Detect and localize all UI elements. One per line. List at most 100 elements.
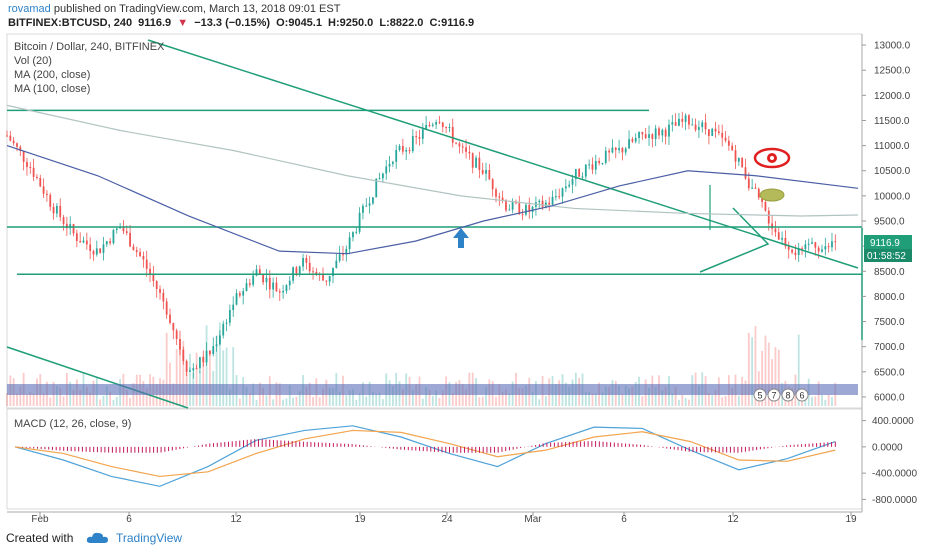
- volume-bar: [814, 396, 817, 406]
- candle-body: [122, 226, 125, 232]
- candle-body: [578, 169, 581, 177]
- candle-body: [312, 271, 314, 273]
- candle-body: [12, 140, 15, 144]
- volume-bar: [115, 396, 118, 406]
- candle-body: [731, 145, 734, 151]
- candle-body: [737, 157, 740, 162]
- volume-bar: [681, 394, 684, 406]
- volume-bar: [391, 385, 394, 406]
- candle-body: [245, 283, 248, 292]
- candle-body: [631, 139, 634, 142]
- volume-bar: [225, 347, 228, 406]
- volume-bar: [698, 384, 700, 406]
- volume-bar: [724, 395, 727, 406]
- candle-body: [571, 178, 574, 185]
- candle-body: [125, 231, 128, 233]
- candle-body: [638, 132, 640, 138]
- volume-bar: [99, 399, 102, 406]
- volume-bar: [381, 399, 384, 406]
- volume-bar: [624, 385, 627, 406]
- candle-body: [458, 143, 461, 147]
- candle-body: [781, 237, 783, 240]
- candle-body: [169, 314, 171, 323]
- volume-bar: [674, 387, 677, 406]
- candle-body: [262, 274, 265, 283]
- volume-bar: [495, 396, 497, 406]
- candle-body: [348, 237, 351, 249]
- volume-bar: [401, 389, 404, 406]
- candle-body: [561, 188, 564, 197]
- volume-bar: [375, 393, 378, 406]
- volume-bar: [26, 394, 28, 406]
- descending-trendline: [147, 39, 859, 269]
- volume-bar: [282, 399, 285, 406]
- volume-bar: [588, 392, 591, 406]
- tradingview-link[interactable]: TradingView: [116, 531, 183, 545]
- volume-bar: [777, 349, 780, 406]
- candle-body: [684, 115, 687, 122]
- candle-body: [757, 188, 760, 198]
- candle-body: [19, 146, 22, 151]
- candle-body: [272, 282, 275, 290]
- price-tick-label: 8500.0: [874, 267, 905, 278]
- price-tick-label: 6500.0: [874, 367, 905, 378]
- candle-body: [95, 248, 98, 255]
- candle-body: [727, 140, 730, 146]
- volume-bar: [195, 352, 198, 406]
- candle-body: [658, 128, 660, 136]
- candle-body: [734, 150, 737, 162]
- candle-body: [495, 189, 497, 197]
- candle-body: [391, 161, 394, 164]
- candle-body: [332, 267, 334, 276]
- time-tick-label: 19: [845, 514, 857, 525]
- candle-body: [451, 126, 454, 143]
- candle-body: [628, 139, 630, 149]
- candle-body: [791, 249, 793, 253]
- author-link[interactable]: rovamad: [8, 3, 51, 15]
- candle-body: [691, 124, 694, 126]
- candle-body: [362, 205, 364, 213]
- candle-body: [215, 344, 218, 347]
- volume-bar: [428, 389, 431, 406]
- candle-body: [105, 241, 108, 245]
- event-flag-label: 6: [799, 391, 804, 401]
- candle-body: [109, 241, 112, 244]
- candle-body: [278, 291, 281, 293]
- volume-bar: [372, 391, 374, 406]
- price-tick-label: 6000.0: [874, 392, 905, 403]
- candle-body: [717, 131, 720, 133]
- candle-body: [594, 160, 597, 170]
- volume-bar: [714, 390, 717, 406]
- candle-body: [352, 232, 354, 238]
- volume-bar: [591, 393, 594, 406]
- candle-body: [368, 203, 371, 206]
- volume-bar: [481, 396, 484, 406]
- symbol-line: BITFINEX:BTCUSD, 240 9116.9 ▼ −13.3 (−0.…: [8, 17, 477, 29]
- event-flag-icon: [753, 388, 767, 402]
- candle-body: [212, 346, 215, 355]
- macd-tick-label: -400.0000: [872, 469, 917, 480]
- candle-body: [811, 242, 813, 244]
- candle-body: [455, 142, 457, 144]
- candle-body: [538, 200, 541, 203]
- volume-bar: [827, 394, 830, 406]
- volume-bar: [501, 391, 504, 406]
- candle-body: [388, 163, 391, 167]
- eye-icon: [753, 147, 791, 169]
- candle-body: [478, 157, 481, 170]
- candle-body: [115, 228, 118, 231]
- high-value: H:9250.0: [328, 17, 374, 29]
- volume-bar: [345, 395, 348, 406]
- volume-bar: [774, 347, 777, 406]
- legend-ma100: MA (100, close): [14, 83, 91, 95]
- candle-body: [481, 169, 484, 174]
- candle-body: [428, 125, 431, 127]
- candle-body: [774, 228, 777, 233]
- volume-bar: [179, 339, 181, 406]
- volume-bar: [767, 342, 770, 406]
- volume-bar: [365, 396, 368, 406]
- candle-body: [551, 196, 554, 205]
- arrow-up-icon: [453, 228, 469, 248]
- volume-bar: [731, 388, 734, 406]
